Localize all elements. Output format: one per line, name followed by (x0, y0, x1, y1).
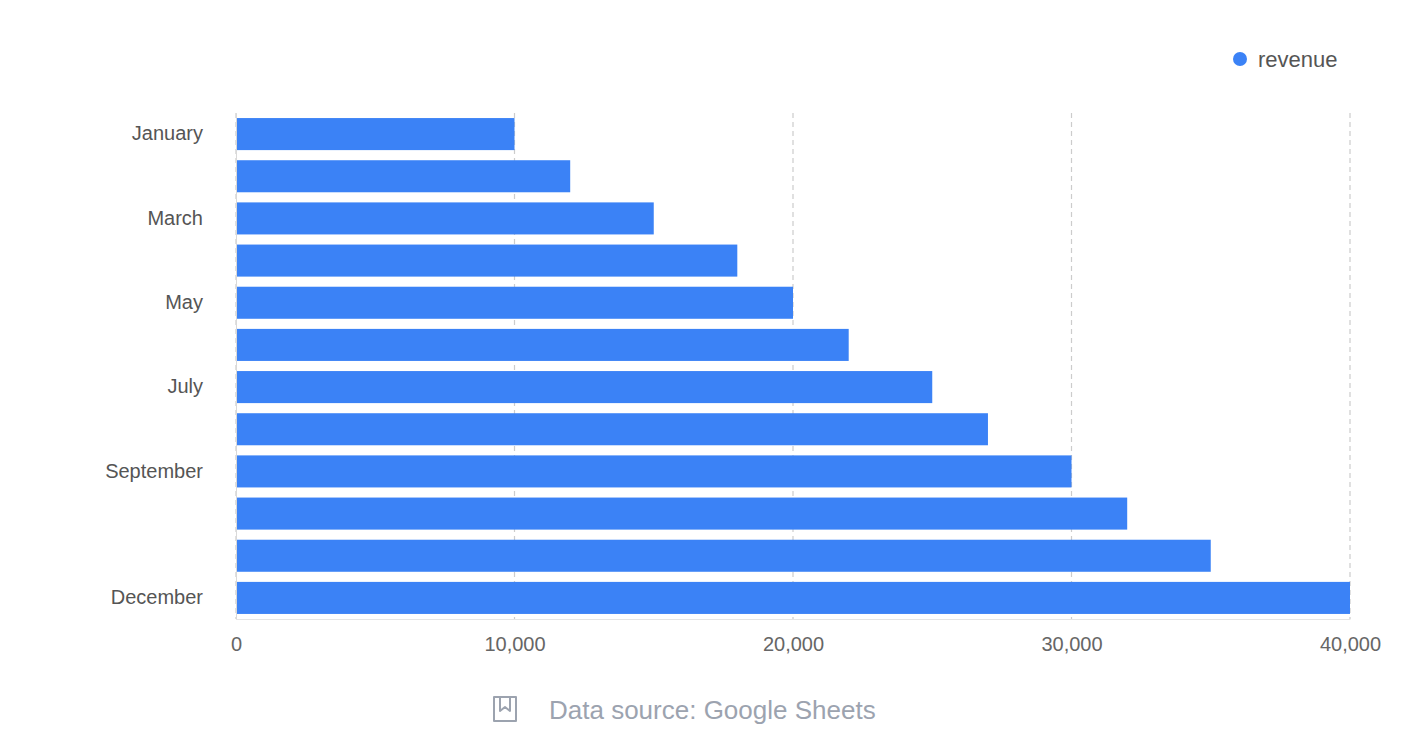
chart: 0 10,000 20,000 30,000 40,000 January March May… (0, 0, 1413, 753)
x-tick-label: 10,000 (484, 633, 545, 655)
grid-line (1349, 113, 1350, 619)
y-tick-label: December (111, 586, 204, 608)
bar (236, 160, 570, 192)
bar (236, 413, 988, 445)
legend-marker (1233, 52, 1247, 66)
legend: revenue (1233, 47, 1338, 72)
y-axis: January March May July September December (105, 114, 236, 620)
x-tick-label: 20,000 (763, 633, 824, 655)
caption-icon (494, 697, 516, 721)
legend-label: revenue (1258, 47, 1338, 72)
x-tick-label: 0 (231, 633, 242, 655)
bar (236, 455, 1072, 487)
bars (236, 118, 1350, 614)
bar (236, 118, 515, 150)
x-tick-label: 30,000 (1041, 633, 1102, 655)
x-tick: 20,000 (763, 619, 824, 655)
y-tick: July (167, 375, 203, 397)
y-axis-line (236, 114, 237, 620)
x-axis: 0 10,000 20,000 30,000 40,000 (231, 619, 1381, 655)
x-tick-label: 40,000 (1320, 633, 1381, 655)
y-tick: March (147, 207, 203, 229)
bar (236, 371, 932, 403)
bar (236, 287, 793, 319)
y-tick-label: July (167, 375, 203, 397)
caption: Data source: Google Sheets (494, 695, 876, 725)
y-tick-label: September (105, 460, 203, 482)
bar (236, 245, 737, 277)
bar (236, 329, 849, 361)
x-tick: 10,000 (484, 619, 545, 655)
bar (236, 582, 1350, 614)
x-tick: 0 (231, 619, 242, 655)
y-tick-label: May (165, 291, 203, 313)
bar (236, 202, 654, 234)
y-tick: December (111, 586, 204, 608)
grid (236, 113, 1350, 619)
y-tick: May (165, 291, 203, 313)
x-tick: 30,000 (1041, 619, 1102, 655)
y-tick: September (105, 460, 203, 482)
grid-line (235, 113, 236, 619)
y-tick: January (132, 122, 203, 144)
bar (236, 498, 1127, 530)
x-axis-line (237, 619, 1351, 620)
x-tick: 40,000 (1320, 619, 1381, 655)
caption-text: Data source: Google Sheets (549, 695, 876, 725)
bar (236, 540, 1211, 572)
y-tick-label: January (132, 122, 203, 144)
y-tick-label: March (147, 207, 203, 229)
